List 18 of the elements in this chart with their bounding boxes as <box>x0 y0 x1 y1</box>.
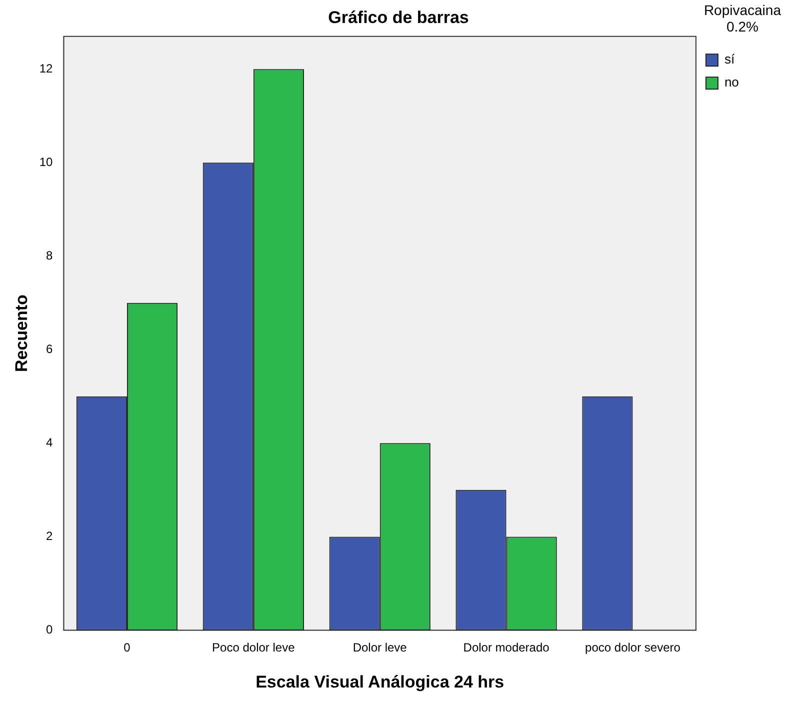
chart-title: Gráfico de barras <box>328 8 469 27</box>
x-tick-label: Dolor leve <box>352 640 408 655</box>
y-tick-label: 0 <box>46 622 54 637</box>
x-tick-label: poco dolor severo <box>585 640 681 655</box>
x-axis-title: Escala Visual Análogica 24 hrs <box>256 672 504 692</box>
legend-label: sí <box>724 52 735 67</box>
x-tick-label: Dolor moderado <box>463 640 550 655</box>
y-tick-label: 4 <box>46 435 54 450</box>
legend-title: Ropivacaina 0.2% <box>704 2 782 35</box>
y-tick-label: 2 <box>46 529 54 543</box>
y-tick-label: 10 <box>39 154 54 169</box>
y-tick-label: 6 <box>46 342 54 356</box>
x-tick-label: Poco dolor leve <box>212 640 296 655</box>
y-axis-title: Recuento <box>12 294 31 372</box>
y-tick-label: 12 <box>39 61 54 76</box>
x-tick-label: 0 <box>124 640 131 655</box>
legend-label: no <box>724 74 739 90</box>
y-tick-label: 8 <box>46 248 54 262</box>
